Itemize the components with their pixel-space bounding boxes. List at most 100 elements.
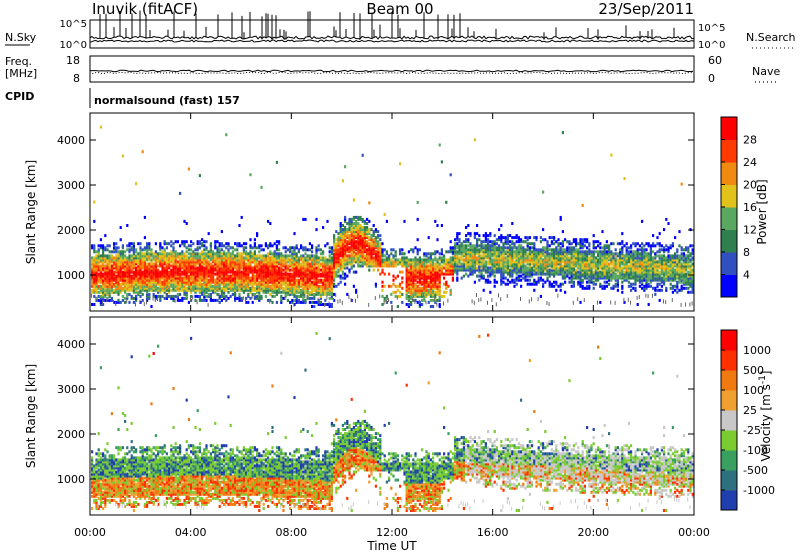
range-cell xyxy=(597,301,598,305)
range-cell xyxy=(179,299,181,302)
range-cell xyxy=(593,240,595,243)
range-cell xyxy=(311,281,313,284)
range-cell xyxy=(315,267,317,270)
range-cell xyxy=(445,250,447,253)
range-cell xyxy=(474,138,476,141)
range-cell xyxy=(247,301,249,304)
range-cell xyxy=(553,236,555,239)
range-cell xyxy=(414,246,416,249)
range-cell xyxy=(344,273,346,276)
range-cell xyxy=(146,300,147,304)
range-cell xyxy=(126,224,128,227)
range-cell xyxy=(230,275,232,278)
range-cell xyxy=(161,246,163,249)
range-cell xyxy=(436,224,438,227)
range-cell xyxy=(456,232,458,235)
range-cell xyxy=(599,301,601,304)
range-cell xyxy=(122,250,124,253)
range-cell xyxy=(282,269,284,272)
range-cell xyxy=(505,283,507,286)
range-cell xyxy=(91,244,93,247)
range-cell xyxy=(421,299,423,302)
range-cell xyxy=(324,256,326,259)
range-cell xyxy=(263,254,265,257)
range-cell xyxy=(507,279,509,282)
range-cell xyxy=(386,256,388,259)
range-cell xyxy=(584,244,586,247)
range-cell xyxy=(282,287,284,290)
range-cell xyxy=(392,248,394,251)
range-cell xyxy=(311,244,313,247)
range-cell xyxy=(408,303,410,306)
range-cell xyxy=(445,258,447,261)
range-cell xyxy=(593,281,595,284)
range-cell xyxy=(390,285,392,288)
range-cell xyxy=(333,298,334,302)
range-cell xyxy=(128,293,130,296)
range-cell xyxy=(256,246,258,249)
range-cell xyxy=(520,238,522,241)
range-cell xyxy=(252,295,253,299)
range-cell xyxy=(518,236,520,239)
range-cell xyxy=(505,256,507,259)
range-cell xyxy=(478,234,480,237)
range-cell xyxy=(144,216,146,219)
range-cell xyxy=(181,297,183,300)
range-cell xyxy=(456,242,458,245)
range-cell xyxy=(247,293,249,296)
range-cell xyxy=(399,248,401,251)
range-cell xyxy=(573,238,575,241)
range-cell xyxy=(344,165,346,168)
range-cell xyxy=(511,240,513,243)
range-cell xyxy=(91,303,93,306)
range-cell xyxy=(186,222,188,225)
range-cell xyxy=(575,238,577,241)
range-cell xyxy=(177,293,179,296)
range-cell xyxy=(568,246,570,249)
range-cell xyxy=(309,254,311,257)
range-cell xyxy=(544,246,546,249)
range-cell xyxy=(397,289,399,292)
range-cell xyxy=(509,234,511,237)
range-cell xyxy=(326,242,328,245)
range-cell xyxy=(373,224,375,227)
range-cell xyxy=(249,277,251,280)
range-cell xyxy=(109,250,111,253)
range-cell xyxy=(346,254,348,257)
range-cell xyxy=(342,271,344,274)
range-cell xyxy=(282,246,284,249)
range-cell xyxy=(582,285,584,288)
range-cell xyxy=(274,295,276,298)
range-cell xyxy=(186,254,188,257)
range-cell xyxy=(100,244,102,247)
range-cell xyxy=(232,293,234,296)
range-cell xyxy=(258,260,260,263)
range-cell xyxy=(417,281,419,284)
range-cell xyxy=(131,242,133,245)
range-cell xyxy=(461,277,463,280)
range-cell xyxy=(197,252,199,255)
range-cell xyxy=(337,236,339,239)
range-cell xyxy=(192,242,194,245)
range-cell xyxy=(282,254,284,257)
range-cell xyxy=(388,298,389,302)
range-cell xyxy=(326,220,328,223)
range-cell xyxy=(219,242,221,245)
range-cell xyxy=(269,285,271,288)
range-cell xyxy=(384,213,386,216)
range-cell xyxy=(150,305,152,308)
range-cell xyxy=(586,285,588,288)
range-cell xyxy=(289,269,291,272)
range-cell xyxy=(278,248,280,251)
range-cell xyxy=(164,297,166,300)
range-cell xyxy=(392,254,394,257)
range-cell xyxy=(577,242,579,245)
range-cell xyxy=(527,283,529,286)
range-cell xyxy=(423,293,424,297)
range-cell xyxy=(278,267,280,270)
range-cell xyxy=(172,246,174,249)
range-cell xyxy=(131,295,133,298)
range-cell xyxy=(300,263,302,266)
range-cell xyxy=(313,305,315,308)
n-search-trace xyxy=(90,40,694,42)
